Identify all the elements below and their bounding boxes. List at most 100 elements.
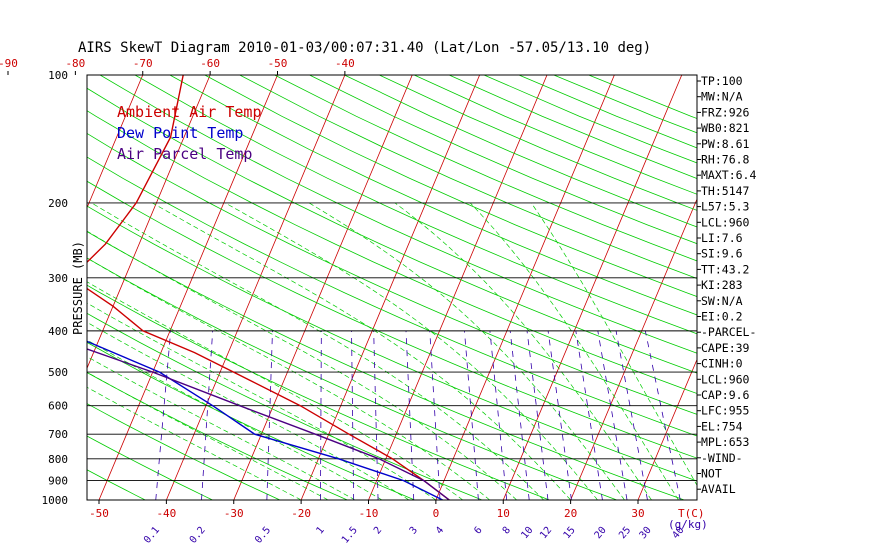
stability-index-label: TP:100 (701, 74, 743, 88)
pressure-tick-label: 900 (48, 475, 68, 488)
stability-index-label: MPL:653 (701, 435, 750, 449)
dry-adiabat-line (239, 75, 697, 279)
mixing-ratio-tick-label: 20 (593, 525, 609, 541)
stability-index-label: KI:283 (701, 278, 743, 292)
isotherm-line (570, 198, 697, 500)
dry-adiabat-line (134, 75, 697, 335)
stability-index-label: LCL:960 (701, 372, 750, 386)
isotherm-line (87, 75, 144, 209)
bottom-temp-tick-label: 0 (433, 507, 440, 520)
dry-adiabat-line (99, 75, 697, 354)
top-temp-tick-label: -40 (335, 57, 355, 70)
dry-adiabat-line (87, 341, 415, 500)
mixing-ratio-line (155, 330, 172, 500)
dry-adiabat-line (87, 231, 685, 500)
stability-index-label: TH:5147 (701, 184, 750, 198)
mixing-ratio-line (201, 330, 214, 500)
moist-adiabat-line (152, 202, 571, 500)
isotherm-line (840, 75, 870, 500)
mixing-ratio-line (351, 330, 355, 500)
pressure-tick-label: 100 (48, 69, 68, 82)
stability-index-label: MAXT:6.4 (701, 168, 756, 182)
mixing-ratio-tick-label: 25 (617, 525, 633, 541)
legend-entry: Air Parcel Temp (117, 145, 252, 163)
dry-adiabat-line (87, 132, 697, 415)
stability-index-label: EI:0.2 (701, 310, 743, 324)
dry-adiabat-line (87, 180, 697, 459)
moist-adiabat-line (87, 257, 491, 500)
bottom-temp-tick-label: -30 (224, 507, 244, 520)
dry-adiabat-line (87, 205, 697, 482)
stability-index-label: WB0:821 (701, 121, 750, 135)
dry-adiabat-line (204, 75, 697, 297)
mixing-ratio-tick-label: 0.1 (142, 525, 162, 546)
dry-adiabat-line (518, 75, 697, 149)
mixing-ratio-unit-label: (g/kg) (668, 518, 708, 531)
dry-adiabat-line (344, 75, 697, 228)
stability-index-label: SI:9.6 (701, 247, 743, 261)
mixing-ratio-line (429, 330, 441, 500)
mixing-ratio-line (575, 330, 603, 500)
legend-entry: Ambient Air Temp (117, 103, 262, 121)
pressure-tick-label: 500 (48, 366, 68, 379)
legend: Ambient Air Temp Dew Point Temp Air Parcel… (117, 103, 262, 163)
mixing-ratio-line (373, 330, 379, 500)
stability-index-label: NOT (701, 467, 722, 481)
mixing-ratio-line (266, 330, 273, 500)
dry-adiabat-line (87, 403, 281, 500)
stability-index-label: CAPE:39 (701, 341, 750, 355)
moist-adiabat-line (531, 202, 697, 486)
dry-adiabat-line (87, 156, 697, 437)
bottom-temp-tick-label: -10 (359, 507, 379, 520)
dry-adiabat-line (87, 110, 697, 394)
stability-index-label: L57:5.3 (701, 200, 750, 214)
top-temp-tick-label: -70 (133, 57, 153, 70)
mixing-ratio-tick-label: 10 (519, 525, 535, 541)
stability-index-label: RH:76.8 (701, 153, 750, 167)
series-line-dew-point-temp (87, 340, 443, 500)
bottom-temp-tick-label: -20 (291, 507, 311, 520)
stability-index-label: TT:43.2 (701, 262, 749, 276)
mixing-ratio-line (464, 330, 479, 500)
bottom-temp-tick-label: -40 (156, 507, 176, 520)
stability-index-label: EL:754 (701, 419, 743, 433)
mixing-ratio-tick-label: 6 (472, 525, 484, 537)
bottom-temp-axis: -50 -40 -30 -20 -10 0 10 20 30 (89, 500, 645, 520)
mixing-ratio-tick-label: 15 (562, 525, 578, 541)
pressure-tick-label: 400 (48, 325, 68, 338)
top-temp-tick-label: -90 (0, 57, 18, 70)
stability-index-label: PW:8.61 (701, 137, 750, 151)
isobar-lines (87, 202, 697, 482)
isotherm-line (166, 75, 346, 500)
mixing-ratio-line (509, 330, 530, 500)
top-temp-tick-label: -50 (268, 57, 288, 70)
mixing-ratio-tick-label: 8 (501, 525, 513, 537)
pressure-tick-label: 1000 (42, 494, 69, 507)
plot-frame (86, 74, 698, 501)
dry-adiabat-line (414, 75, 697, 195)
stability-index-label: MW:N/A (701, 90, 743, 104)
stability-index-label: AVAIL (701, 482, 736, 496)
stability-index-label: CAP:9.6 (701, 388, 750, 402)
stability-index-label: CINH:0 (701, 357, 743, 371)
pressure-tick-label: 600 (48, 400, 68, 413)
bottom-temp-tick-label: 30 (631, 507, 644, 520)
stability-index-label: FRZ:926 (701, 105, 750, 119)
dry-adiabat-line (87, 284, 550, 500)
isotherm-line (300, 75, 480, 500)
isotherm-line (637, 358, 697, 500)
isotherm-line (233, 75, 413, 500)
pressure-tick-label: 800 (48, 453, 68, 466)
bottom-temp-tick-label: -50 (89, 507, 109, 520)
isotherm-line (0, 75, 8, 500)
mixing-ratio-tick-label: 0.2 (188, 525, 208, 546)
series-line-air-parcel-temp (87, 348, 450, 500)
moist-adiabat-line (469, 202, 679, 500)
mixing-ratio-tick-label: 12 (538, 525, 554, 541)
bottom-temp-tick-label: 20 (564, 507, 577, 520)
mixing-ratio-line (597, 330, 628, 500)
dry-adiabat-line (483, 75, 697, 164)
pressure-axis-labels: 100 200 300 400 500 600 700 800 900 1000 (42, 69, 69, 507)
